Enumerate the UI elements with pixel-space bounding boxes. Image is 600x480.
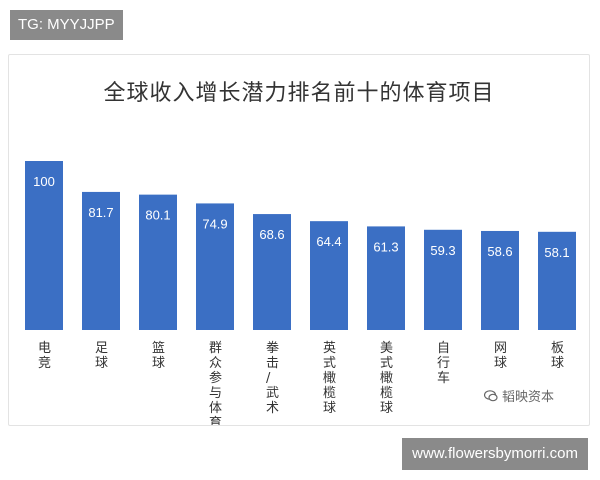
chat-bubble-icon (484, 390, 498, 402)
chart-panel: 全球收入增长潜力排名前十的体育项目 100 电竞 81.7 足球 80.1 篮球 74.9 群… (8, 54, 590, 426)
bar-2 (139, 194, 177, 330)
bar-4 (253, 214, 291, 330)
watermark-text: 韬映资本 (502, 390, 555, 405)
bar-value-label-1: 81.7 (88, 205, 113, 220)
bar-9 (538, 231, 576, 330)
bar-value-label-2: 80.1 (145, 208, 170, 223)
bar-value-label-7: 59.3 (430, 243, 455, 258)
watermark: 韬映资本 (484, 386, 554, 405)
url-overlay-label: www.flowersbymorri.com (402, 438, 588, 470)
bar-chart: 100 电竞 81.7 足球 80.1 篮球 74.9 群众参与体育 68.6 拳击/武术 64.4… (25, 161, 576, 425)
bar-7 (424, 229, 462, 330)
category-label-5: 英式橄榄球 (323, 341, 336, 416)
tg-overlay-label: TG: MYYJJPP (10, 10, 123, 40)
bar-value-label-8: 58.6 (487, 244, 512, 259)
bar-0 (25, 161, 63, 330)
category-label-9: 板球 (551, 341, 564, 371)
category-label-4: 拳击/武术 (266, 340, 279, 416)
category-label-3: 群众参与体育 (209, 341, 222, 425)
bar-value-label-0: 100 (33, 174, 55, 189)
category-label-1: 足球 (95, 341, 108, 371)
bar-value-label-4: 68.6 (259, 227, 284, 242)
bar-5 (310, 221, 348, 330)
bar-8 (481, 230, 519, 330)
category-label-8: 网球 (494, 341, 507, 371)
bar-value-label-5: 64.4 (316, 234, 341, 249)
bar-1 (82, 191, 120, 330)
bar-value-label-9: 58.1 (544, 245, 569, 260)
category-label-7: 自行车 (437, 341, 450, 386)
bar-value-label-3: 74.9 (202, 216, 227, 231)
chart-title: 全球收入增长潜力排名前十的体育项目 (103, 81, 495, 106)
category-label-2: 篮球 (152, 341, 165, 371)
category-label-6: 美式橄榄球 (380, 341, 393, 416)
bar-value-label-6: 61.3 (373, 239, 398, 254)
bar-3 (196, 203, 234, 330)
bar-6 (367, 226, 405, 330)
category-label-0: 电竞 (38, 341, 51, 371)
